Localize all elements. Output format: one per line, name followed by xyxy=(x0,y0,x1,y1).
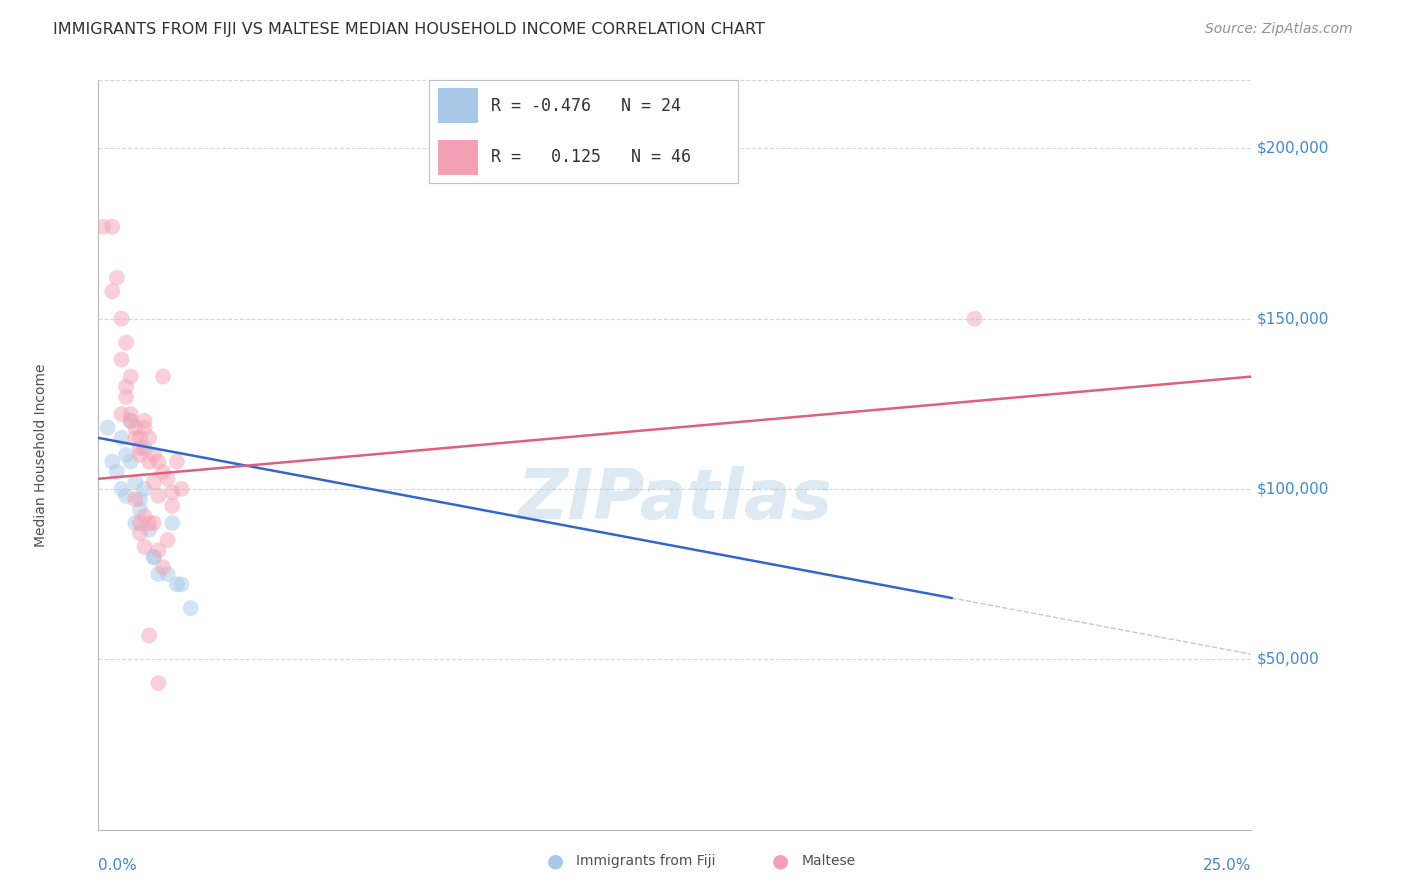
Point xyxy=(142,448,165,462)
Point xyxy=(138,628,160,642)
Text: ●: ● xyxy=(547,851,564,871)
Point xyxy=(160,485,183,500)
Point xyxy=(110,311,132,326)
Point xyxy=(115,380,138,394)
Point xyxy=(134,420,156,434)
Text: 0.0%: 0.0% xyxy=(98,858,138,873)
Point xyxy=(142,475,165,490)
Point xyxy=(138,431,160,445)
Point xyxy=(148,567,170,582)
Point xyxy=(105,465,128,479)
Point xyxy=(101,285,124,299)
Point xyxy=(148,676,170,690)
Point xyxy=(91,219,114,234)
Point xyxy=(152,465,174,479)
Point xyxy=(115,335,138,350)
Point xyxy=(148,543,170,558)
Point xyxy=(160,516,183,530)
Point xyxy=(110,407,132,421)
Point xyxy=(129,502,152,516)
Text: ZIPatlas: ZIPatlas xyxy=(517,467,832,533)
Point xyxy=(156,567,179,582)
Text: $150,000: $150,000 xyxy=(1257,311,1330,326)
Point xyxy=(129,431,152,445)
Point xyxy=(142,516,165,530)
Point xyxy=(129,492,152,507)
Point xyxy=(101,455,124,469)
Point xyxy=(138,523,160,537)
Point xyxy=(124,492,146,507)
Point xyxy=(148,489,170,503)
Point xyxy=(101,219,124,234)
Point xyxy=(124,516,146,530)
Point xyxy=(120,369,142,384)
Point xyxy=(120,407,142,421)
Bar xyxy=(439,140,478,175)
Point xyxy=(115,489,138,503)
Point xyxy=(134,414,156,428)
Point xyxy=(180,601,202,615)
Point xyxy=(124,431,146,445)
Point xyxy=(170,577,193,591)
Text: $100,000: $100,000 xyxy=(1257,482,1330,497)
Point xyxy=(142,550,165,565)
Point xyxy=(134,482,156,496)
Point xyxy=(160,499,183,513)
Point xyxy=(138,455,160,469)
Point xyxy=(120,455,142,469)
Bar xyxy=(439,88,478,123)
Text: $200,000: $200,000 xyxy=(1257,141,1330,156)
Point xyxy=(166,455,188,469)
Point xyxy=(170,482,193,496)
Point xyxy=(148,455,170,469)
Point xyxy=(110,482,132,496)
Text: $50,000: $50,000 xyxy=(1257,652,1320,666)
Text: IMMIGRANTS FROM FIJI VS MALTESE MEDIAN HOUSEHOLD INCOME CORRELATION CHART: IMMIGRANTS FROM FIJI VS MALTESE MEDIAN H… xyxy=(53,22,765,37)
Point xyxy=(129,526,152,541)
Point xyxy=(115,390,138,404)
Point xyxy=(115,448,138,462)
Point xyxy=(134,441,156,455)
Point xyxy=(963,311,986,326)
Text: Source: ZipAtlas.com: Source: ZipAtlas.com xyxy=(1205,22,1353,37)
Text: R = -0.476   N = 24: R = -0.476 N = 24 xyxy=(491,97,681,115)
Text: 25.0%: 25.0% xyxy=(1204,858,1251,873)
Point xyxy=(138,516,160,530)
Point xyxy=(152,560,174,574)
Point xyxy=(129,516,152,530)
Point xyxy=(124,420,146,434)
Text: ●: ● xyxy=(772,851,789,871)
Point xyxy=(156,533,179,547)
Text: Immigrants from Fiji: Immigrants from Fiji xyxy=(576,854,716,868)
Point xyxy=(156,472,179,486)
Point xyxy=(129,448,152,462)
Point xyxy=(120,414,142,428)
Point xyxy=(142,550,165,565)
Point xyxy=(152,369,174,384)
Point xyxy=(97,420,120,434)
Point xyxy=(134,540,156,554)
Point xyxy=(134,509,156,524)
Point xyxy=(129,441,152,455)
Point xyxy=(166,577,188,591)
Text: Maltese: Maltese xyxy=(801,854,855,868)
Point xyxy=(110,352,132,367)
Text: Median Household Income: Median Household Income xyxy=(34,363,48,547)
Point xyxy=(110,431,132,445)
Text: R =   0.125   N = 46: R = 0.125 N = 46 xyxy=(491,148,690,166)
Point xyxy=(105,270,128,285)
Point xyxy=(124,475,146,490)
Point xyxy=(120,414,142,428)
